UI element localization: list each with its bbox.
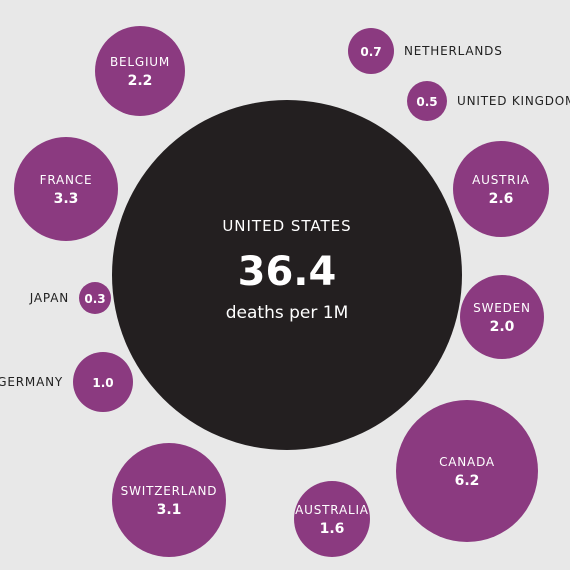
bubble-value-netherlands: 0.7 <box>360 45 381 59</box>
bubble-united-states <box>112 100 462 450</box>
bubble-value-france: 3.3 <box>54 191 79 207</box>
bubbles-layer <box>14 26 549 557</box>
bubble-label-sweden: SWEDEN <box>473 301 531 315</box>
bubble-label-belgium: BELGIUM <box>110 55 170 69</box>
bubble-value-austria: 2.6 <box>489 191 514 207</box>
bubble-switzerland <box>112 443 226 557</box>
labels-layer: UNITED STATES 36.4 deaths per 1M BELGIUM 2.2… <box>0 44 570 537</box>
bubble-value-australia: 1.6 <box>320 521 345 537</box>
bubble-label-austria: AUSTRIA <box>472 173 530 187</box>
bubble-netherlands <box>348 28 394 74</box>
bubble-value-japan: 0.3 <box>84 292 105 306</box>
bubble-germany <box>73 352 133 412</box>
bubble-label-switzerland: SWITZERLAND <box>121 484 218 498</box>
bubble-value-germany: 1.0 <box>92 376 113 390</box>
bubble-canada <box>396 400 538 542</box>
focus-unit: deaths per 1M <box>226 303 349 323</box>
bubble-japan <box>79 282 111 314</box>
bubble-austria <box>453 141 549 237</box>
bubble-value-switzerland: 3.1 <box>157 502 182 518</box>
bubble-value-belgium: 2.2 <box>128 73 153 89</box>
focus-value: 36.4 <box>238 249 337 295</box>
bubble-label-germany: GERMANY <box>0 375 63 389</box>
bubble-united-kingdom <box>407 81 447 121</box>
bubble-label-netherlands: NETHERLANDS <box>404 44 503 58</box>
bubble-label-france: FRANCE <box>40 173 93 187</box>
bubble-france <box>14 137 118 241</box>
bubble-label-canada: CANADA <box>439 455 495 469</box>
bubble-label-japan: JAPAN <box>29 291 69 305</box>
bubble-label-united-kingdom: UNITED KINGDOM <box>457 94 570 108</box>
bubble-australia <box>294 481 370 557</box>
bubble-sweden <box>460 275 544 359</box>
focus-label: UNITED STATES <box>222 217 351 235</box>
bubble-label-australia: AUSTRALIA <box>295 503 369 517</box>
bubble-value-united-kingdom: 0.5 <box>416 95 437 109</box>
bubble-value-canada: 6.2 <box>455 473 480 489</box>
bubble-belgium <box>95 26 185 116</box>
bubble-value-sweden: 2.0 <box>490 319 515 335</box>
